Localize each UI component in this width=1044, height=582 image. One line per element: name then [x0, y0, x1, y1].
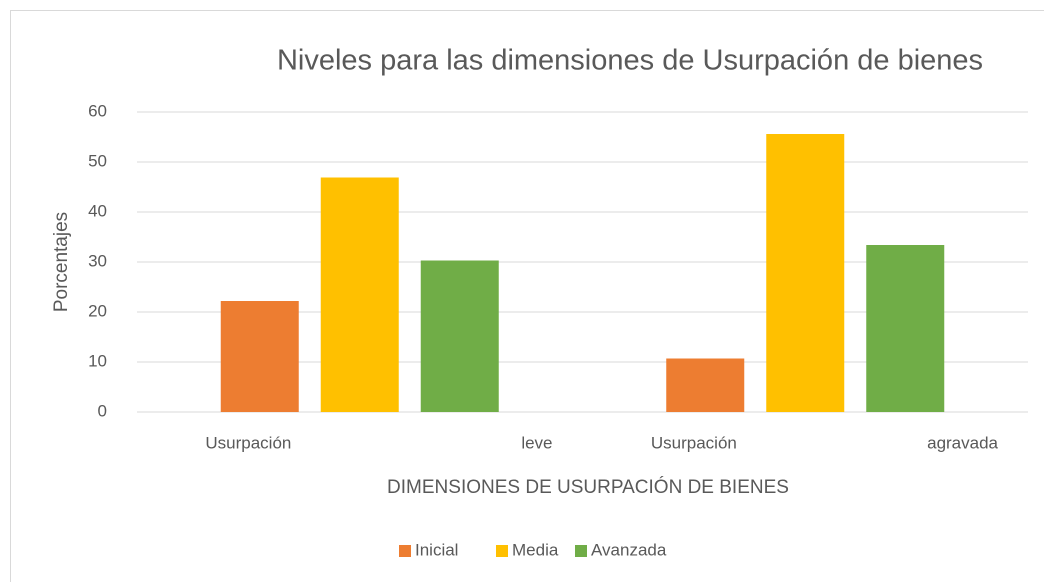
bar [866, 245, 945, 412]
bar [766, 134, 845, 412]
y-tick-label: 20 [88, 301, 107, 320]
y-tick-label: 30 [88, 251, 107, 270]
y-axis-title: Porcentajes [51, 212, 72, 312]
bar [220, 301, 299, 412]
legend-swatch [496, 545, 508, 557]
y-tick-label: 10 [88, 351, 107, 370]
bar [320, 177, 399, 412]
y-tick-label: 50 [88, 151, 107, 170]
legend-label: Avanzada [591, 540, 667, 559]
legend-swatch [399, 545, 411, 557]
x-tick-label: leve [521, 433, 552, 452]
y-tick-label: 0 [98, 401, 107, 420]
x-tick-label: Usurpación [651, 433, 737, 452]
x-tick-label: agravada [927, 433, 998, 452]
y-tick-label: 40 [88, 201, 107, 220]
chart-title: Niveles para las dimensiones de Usurpaci… [277, 45, 983, 77]
legend-swatch [575, 545, 587, 557]
x-tick-label: Usurpación [205, 433, 291, 452]
legend-label: Inicial [415, 540, 458, 559]
y-tick-label: 60 [88, 101, 107, 120]
x-axis-title: DIMENSIONES DE USURPACIÓN DE BIENES [387, 476, 789, 498]
bar [666, 358, 745, 412]
bar [420, 260, 499, 412]
legend-label: Media [512, 540, 559, 559]
